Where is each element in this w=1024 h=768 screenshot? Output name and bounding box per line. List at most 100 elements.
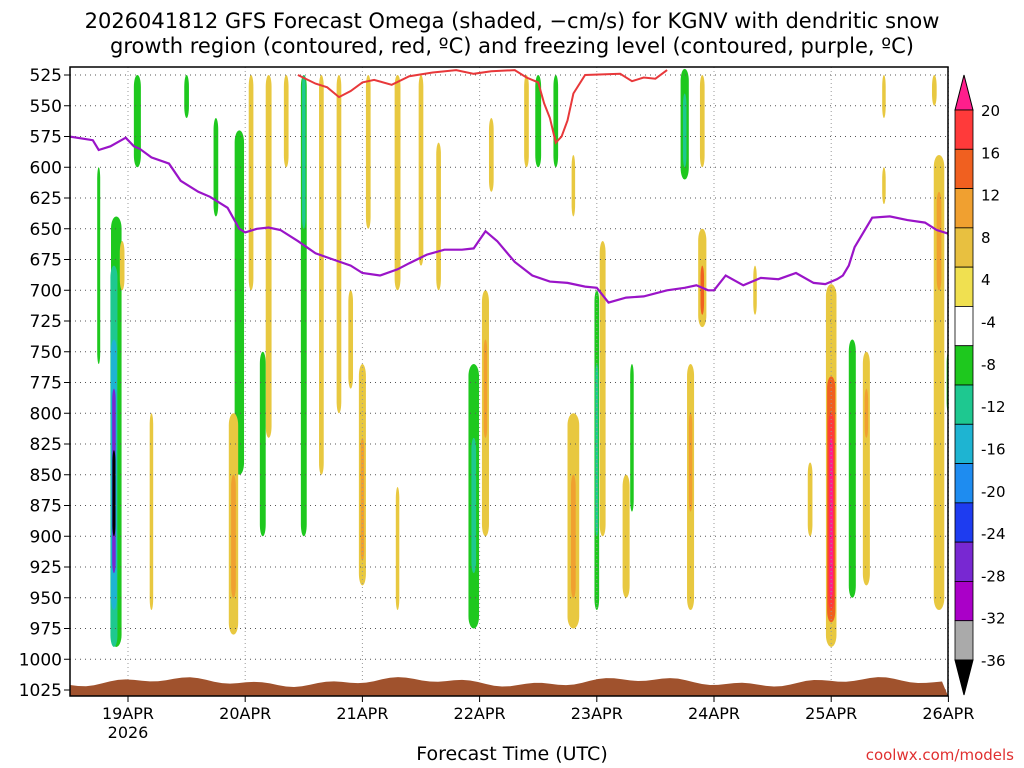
x-tick-label: 20APR [219, 704, 271, 723]
y-tick-label: 900 [30, 527, 62, 547]
plot-background [70, 67, 948, 696]
omega-patch [234, 130, 245, 475]
omega-patch [571, 154, 576, 217]
omega-patch [599, 241, 606, 537]
colorbar-segment [954, 227, 974, 268]
colorbar-segment [954, 463, 974, 504]
colorbar-top-arrow [954, 74, 974, 111]
colorbar-label: 16 [981, 144, 1000, 162]
y-tick-label: 975 [30, 620, 62, 640]
colorbar-label: -12 [981, 398, 1006, 416]
dendritic-growth-contour [297, 69, 668, 145]
colorbar-segment [954, 306, 974, 347]
colorbar-label: -24 [981, 525, 1006, 543]
omega-patch [395, 487, 400, 611]
y-tick-label: 725 [30, 312, 62, 332]
colorbar-segment [954, 188, 974, 229]
x-tick-label: 25APR [805, 704, 857, 723]
colorbar-segment [954, 541, 974, 582]
colorbar-segment [954, 266, 974, 307]
omega-patch [112, 450, 116, 537]
omega-patch [248, 75, 254, 291]
x-tick-sublabel: 2026 [108, 723, 149, 742]
x-axis-label: Forecast Time (UTC) [416, 743, 608, 765]
colorbar-segment [954, 384, 974, 425]
omega-patch [394, 75, 401, 291]
omega-patch [336, 75, 342, 414]
omega-patch [133, 75, 141, 168]
y-tick-label: 525 [30, 66, 62, 86]
colorbar-label: -8 [981, 356, 996, 374]
colorbar-segment [954, 502, 974, 543]
omega-patch [862, 351, 870, 586]
omega-patch [535, 75, 542, 168]
colorbar-label: -16 [981, 440, 1006, 458]
omega-patch [595, 364, 599, 537]
y-tick-label: 650 [30, 220, 62, 240]
y-tick-label: 600 [30, 158, 62, 178]
chart-title-line1: 2026041812 GFS Forecast Omega (shaded, −… [84, 9, 940, 33]
colorbar-label: -28 [981, 567, 1006, 585]
omega-patch [319, 75, 324, 475]
omega-patch [848, 339, 856, 598]
colorbar-label: 8 [981, 229, 991, 247]
colorbar-segment [954, 148, 974, 189]
y-tick-label: 775 [30, 374, 62, 394]
y-tick-label: 875 [30, 497, 62, 517]
colorbar-segment [954, 581, 974, 622]
omega-patch [864, 388, 869, 438]
x-tick-label: 19APR [102, 704, 154, 723]
omega-patch [622, 474, 630, 598]
omega-patch [700, 265, 705, 315]
freezing-level-line [70, 135, 948, 304]
plot-frame [69, 66, 949, 697]
omega-patch [931, 75, 937, 106]
omega-patch [259, 351, 266, 537]
omega-patch [231, 474, 236, 598]
omega-patch [418, 75, 424, 266]
omega-patch [97, 167, 101, 365]
y-tick-label: 625 [30, 189, 62, 209]
omega-patch [283, 75, 289, 168]
colorbar-segment [954, 620, 974, 661]
omega-patch [933, 154, 945, 611]
colorbar-segment [954, 423, 974, 464]
y-tick-label: 575 [30, 128, 62, 148]
y-tick-label: 1000 [19, 650, 62, 670]
omega-patch [149, 413, 154, 611]
colorbar-label: -36 [981, 652, 1006, 670]
omega-patch [488, 118, 494, 192]
terrain-surface [70, 677, 948, 696]
colorbar-label: -20 [981, 483, 1006, 501]
omega-patch [699, 75, 705, 168]
colorbar-label: -32 [981, 610, 1006, 628]
x-tick-label: 26APR [922, 704, 974, 723]
y-tick-label: 750 [30, 343, 62, 363]
omega-patch [829, 437, 833, 598]
omega-patch [119, 241, 125, 291]
omega-patch [571, 474, 576, 598]
y-tick-label: 950 [30, 589, 62, 609]
y-tick-label: 675 [30, 251, 62, 271]
omega-patch [882, 75, 886, 119]
omega-patch [265, 75, 272, 438]
y-tick-label: 1025 [19, 681, 62, 701]
y-tick-label: 825 [30, 435, 62, 455]
colorbar-label: 20 [981, 102, 1000, 120]
omega-patch [807, 462, 813, 537]
colorbar-segment [954, 345, 974, 386]
omega-patch [936, 191, 942, 291]
omega-patch [184, 75, 189, 119]
y-tick-label: 700 [30, 281, 62, 301]
y-tick-label: 550 [30, 97, 62, 117]
omega-patch [553, 75, 559, 168]
omega-patch [471, 437, 477, 574]
x-tick-label: 21APR [336, 704, 388, 723]
omega-patch [365, 75, 371, 229]
credit-link[interactable]: coolwx.com/models [865, 746, 1014, 764]
y-tick-label: 800 [30, 404, 62, 424]
colorbar-label: 12 [981, 187, 1000, 205]
x-tick-label: 23APR [571, 704, 623, 723]
x-tick-label: 22APR [454, 704, 506, 723]
omega-patch [630, 364, 634, 512]
